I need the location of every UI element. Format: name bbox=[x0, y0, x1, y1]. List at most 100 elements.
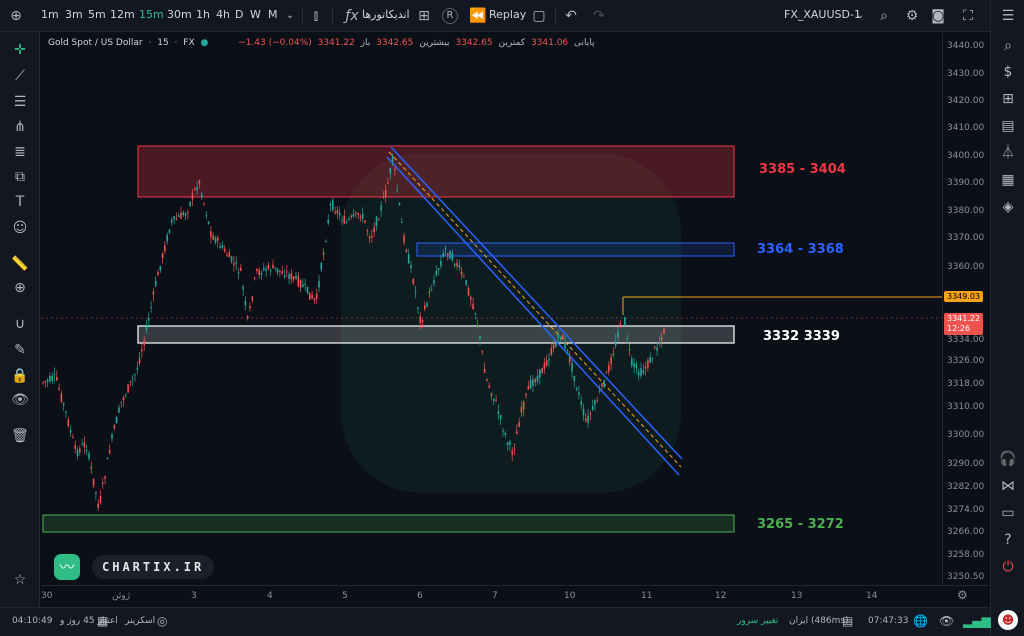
calendar-icon[interactable]: ▦ bbox=[1001, 172, 1015, 188]
wallet-icon[interactable]: ▭ bbox=[1001, 505, 1015, 521]
pencil-lock-icon[interactable]: ✎ bbox=[14, 342, 26, 358]
candle-body bbox=[644, 366, 647, 369]
candle-body bbox=[490, 393, 493, 397]
candle-body bbox=[651, 357, 654, 359]
lock-icon[interactable]: 🔒 bbox=[11, 368, 29, 384]
replay-button[interactable]: Replay bbox=[489, 8, 527, 21]
templates-grid-icon[interactable]: ⊞ bbox=[418, 8, 430, 24]
candle-body bbox=[336, 209, 339, 214]
alert-r-icon[interactable]: R bbox=[442, 8, 458, 24]
timezone-globe-icon[interactable]: 🌐 bbox=[913, 614, 928, 628]
calculator-icon[interactable]: ▤ bbox=[1001, 118, 1015, 134]
time-axis[interactable]: 30 ژوئن 3 4 5 6 7 10 11 12 13 14 ⚙ bbox=[41, 585, 990, 607]
chart-pane[interactable]: 3385 - 3404 3364 - 3368 3332 3339 3265 -… bbox=[41, 33, 942, 585]
timeframe-1h[interactable]: 1h bbox=[196, 8, 210, 21]
axis-settings-icon[interactable]: ⚙ bbox=[957, 588, 968, 602]
replay-icon[interactable]: ⏪ bbox=[469, 8, 487, 24]
fullscreen-icon[interactable]: ⛶ bbox=[963, 8, 973, 24]
trash-icon[interactable]: 🗑 bbox=[11, 428, 29, 444]
timeframe-5m[interactable]: 5m bbox=[88, 8, 106, 21]
indicators-button[interactable]: اندیکاتورها bbox=[362, 8, 410, 21]
candle-body bbox=[290, 273, 293, 280]
timeframe-4h[interactable]: 4h bbox=[216, 8, 230, 21]
candle-body bbox=[476, 325, 479, 327]
search-icon[interactable]: ⌕ bbox=[1004, 38, 1012, 54]
legend-high-value: 3342.65 bbox=[455, 38, 493, 48]
pitchfork-icon[interactable]: ⋔ bbox=[14, 119, 26, 135]
chevron-down-icon[interactable]: ⌄ bbox=[855, 10, 865, 21]
chevron-down-icon[interactable]: ⌄ bbox=[285, 10, 295, 21]
dollar-icon[interactable]: $ bbox=[1003, 64, 1013, 80]
timeframe-d[interactable]: D bbox=[235, 8, 244, 21]
candle-body bbox=[557, 333, 559, 338]
magnet-icon[interactable]: ∪ bbox=[14, 316, 26, 332]
timeframe-w[interactable]: W bbox=[250, 8, 261, 21]
symbol-selector[interactable]: FX_XAUUSD-1 bbox=[784, 8, 861, 21]
candle-body bbox=[504, 432, 507, 436]
toolbar-divider bbox=[302, 7, 303, 25]
add-alert-icon[interactable]: ⊞ bbox=[1002, 91, 1014, 107]
eye-icon[interactable]: 👁 bbox=[11, 392, 29, 408]
ruler-icon[interactable]: 📏 bbox=[11, 256, 29, 272]
help-icon[interactable]: ? bbox=[1004, 532, 1012, 548]
candle-body bbox=[380, 205, 382, 211]
screener-button[interactable]: اسکرینر bbox=[125, 616, 156, 626]
emoji-icon[interactable]: ☺ bbox=[12, 220, 28, 236]
menu-icon[interactable]: ☰ bbox=[1001, 8, 1015, 24]
candle-body bbox=[387, 182, 389, 184]
candle-body bbox=[297, 276, 300, 286]
candle-body bbox=[102, 482, 104, 484]
timeframe-30m[interactable]: 30m bbox=[167, 8, 192, 21]
candle-body bbox=[520, 406, 523, 413]
text-tool-icon[interactable]: T bbox=[15, 194, 25, 210]
horizontal-lines-icon[interactable]: ☰ bbox=[13, 94, 27, 110]
crosshair-icon[interactable]: ✛ bbox=[14, 42, 26, 58]
candles-chart-type-icon[interactable]: ⫾ bbox=[313, 8, 319, 24]
change-server-button[interactable]: تغییر سرور bbox=[737, 616, 779, 626]
timeframe-m[interactable]: M bbox=[268, 8, 278, 21]
timeframe-15m[interactable]: 15m bbox=[139, 8, 164, 21]
camera-icon[interactable]: ◙ bbox=[931, 8, 945, 24]
settings-gear-icon[interactable]: ⚙ bbox=[905, 8, 919, 24]
candle-body bbox=[552, 344, 555, 349]
time-tick: 11 bbox=[641, 591, 653, 601]
fibonacci-icon[interactable]: ≣ bbox=[14, 144, 26, 160]
support-headset-icon[interactable]: 🎧 bbox=[999, 451, 1017, 467]
candle-body bbox=[184, 213, 187, 216]
candle-body bbox=[92, 478, 95, 486]
candle-body bbox=[187, 212, 189, 214]
star-icon[interactable]: ☆ bbox=[13, 572, 27, 588]
price-chart[interactable] bbox=[41, 33, 942, 585]
candle-body bbox=[447, 253, 449, 256]
timeframe-3m[interactable]: 3m bbox=[65, 8, 83, 21]
timeframe-1m[interactable]: 1m bbox=[41, 8, 59, 21]
pattern-icon[interactable]: ⧉ bbox=[15, 169, 25, 185]
chart-legend[interactable]: Gold Spot / US Dollar · 15 · FX ● −1.43 … bbox=[48, 38, 598, 52]
candle-body bbox=[603, 380, 605, 388]
undo-icon[interactable]: ↶ bbox=[565, 8, 577, 24]
function-icon[interactable]: ƒx bbox=[345, 8, 359, 24]
calendar-icon[interactable]: ▦ bbox=[97, 614, 109, 628]
candle-body bbox=[111, 434, 113, 439]
avatar[interactable]: ☻ bbox=[998, 610, 1018, 630]
visibility-eye-icon[interactable]: 👁 bbox=[939, 614, 955, 628]
candle-body bbox=[240, 267, 242, 271]
layers-icon[interactable]: ◈ bbox=[1002, 199, 1014, 215]
trend-line-icon[interactable]: ⟋ bbox=[15, 68, 25, 84]
price-tick: 3266.00 bbox=[947, 527, 985, 537]
top-toolbar: ⊕ 1m 3m 5m 12m 15m 30m 1h 4h D W M ⌄ ⫾ ƒ… bbox=[0, 0, 1024, 32]
screener-icon[interactable]: ◎ bbox=[157, 614, 168, 628]
rectangle-icon[interactable]: ▢ bbox=[532, 8, 546, 24]
redo-icon[interactable]: ↷ bbox=[593, 8, 605, 24]
zoom-in-icon[interactable]: ⊕ bbox=[14, 280, 26, 296]
add-symbol-icon[interactable]: ⊕ bbox=[10, 8, 22, 24]
legend-symbol[interactable]: Gold Spot / US Dollar bbox=[48, 38, 143, 48]
candle-body bbox=[495, 399, 497, 401]
quick-search-icon[interactable]: ⌕ bbox=[880, 8, 888, 24]
price-axis[interactable]: 3440.00 3430.00 3420.00 3410.00 3400.00 … bbox=[942, 33, 989, 585]
power-icon[interactable]: ⏻ bbox=[1002, 559, 1014, 575]
timeframe-12m[interactable]: 12m bbox=[110, 8, 135, 21]
candle-body bbox=[401, 221, 403, 223]
share-icon[interactable]: ⋈ bbox=[1001, 478, 1015, 494]
filter-icon[interactable]: ⏃ bbox=[1001, 145, 1015, 161]
